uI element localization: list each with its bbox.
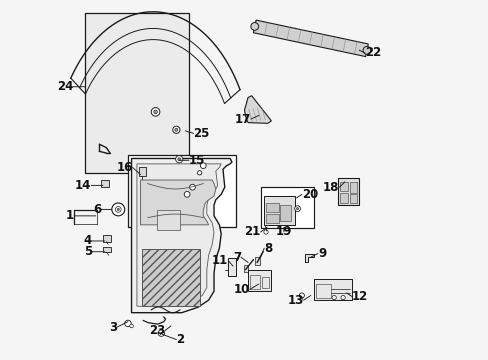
Polygon shape: [304, 253, 314, 262]
Bar: [261, 277, 268, 288]
Bar: [260, 187, 314, 228]
Text: 12: 12: [351, 290, 367, 303]
Bar: [339, 182, 348, 191]
Circle shape: [117, 208, 119, 211]
Bar: [316, 284, 330, 298]
Text: 25: 25: [193, 127, 209, 140]
Text: 8: 8: [264, 242, 272, 255]
Bar: [244, 265, 247, 272]
Circle shape: [189, 184, 195, 190]
Text: 1: 1: [66, 210, 74, 222]
Bar: [349, 194, 357, 203]
Circle shape: [363, 46, 370, 54]
Circle shape: [124, 320, 131, 327]
Text: 5: 5: [83, 245, 92, 258]
Text: 9: 9: [317, 247, 325, 260]
Text: 3: 3: [109, 320, 117, 333]
Bar: [349, 182, 357, 193]
Circle shape: [296, 208, 298, 210]
Text: 4: 4: [83, 234, 92, 247]
Bar: [102, 235, 110, 242]
Circle shape: [175, 129, 178, 131]
Bar: [337, 178, 359, 205]
Text: 11: 11: [212, 254, 228, 267]
Circle shape: [299, 293, 304, 298]
Circle shape: [200, 163, 206, 168]
Bar: [255, 257, 259, 265]
Text: 2: 2: [176, 333, 184, 346]
Text: 14: 14: [75, 179, 91, 192]
Text: 24: 24: [57, 80, 73, 93]
Bar: [102, 247, 110, 252]
Bar: [228, 258, 236, 276]
Circle shape: [294, 206, 300, 212]
Circle shape: [340, 296, 345, 300]
Bar: [264, 196, 294, 225]
Bar: [265, 203, 278, 212]
Bar: [265, 214, 278, 223]
Text: 10: 10: [233, 283, 249, 296]
Polygon shape: [137, 164, 221, 306]
Bar: [247, 270, 271, 291]
Text: 16: 16: [116, 161, 132, 174]
Bar: [139, 167, 145, 176]
Bar: [128, 155, 235, 226]
Bar: [339, 193, 348, 203]
Text: 6: 6: [93, 203, 101, 216]
Text: 20: 20: [301, 188, 318, 201]
Text: 23: 23: [148, 324, 164, 337]
Bar: [249, 275, 260, 289]
Bar: [156, 211, 180, 230]
Bar: [280, 205, 290, 221]
Text: 13: 13: [287, 294, 303, 307]
Circle shape: [264, 230, 267, 234]
Bar: [314, 279, 351, 300]
Text: 22: 22: [364, 46, 380, 59]
Circle shape: [158, 330, 164, 336]
Text: 7: 7: [232, 251, 241, 264]
Circle shape: [129, 324, 133, 328]
Text: 19: 19: [275, 225, 291, 238]
Polygon shape: [253, 20, 367, 57]
Circle shape: [250, 23, 258, 30]
Bar: [85, 13, 188, 173]
Circle shape: [115, 207, 121, 212]
Polygon shape: [244, 96, 271, 123]
Circle shape: [331, 296, 336, 300]
Polygon shape: [140, 180, 215, 225]
Bar: [142, 249, 199, 306]
Circle shape: [153, 110, 157, 114]
Circle shape: [178, 158, 180, 161]
Circle shape: [197, 171, 202, 175]
Circle shape: [175, 156, 183, 163]
Circle shape: [184, 192, 190, 197]
Text: 21: 21: [244, 225, 260, 238]
Text: 18: 18: [323, 181, 339, 194]
Bar: [101, 180, 109, 187]
Circle shape: [112, 203, 124, 216]
Text: 15: 15: [188, 154, 205, 167]
Text: 17: 17: [234, 113, 250, 126]
Circle shape: [172, 126, 180, 134]
Circle shape: [151, 108, 160, 116]
Polygon shape: [131, 158, 231, 313]
